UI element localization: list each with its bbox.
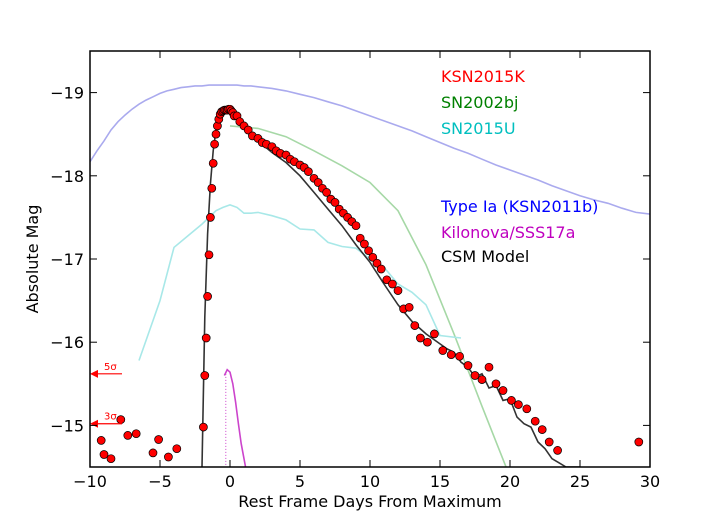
x-tick-label: 10 xyxy=(360,472,380,491)
x-tick-label: 20 xyxy=(500,472,520,491)
data-point xyxy=(388,279,397,289)
data-point xyxy=(470,371,480,380)
y-tick-label: −16 xyxy=(50,333,84,352)
data-point xyxy=(207,183,217,193)
data-point xyxy=(404,302,414,312)
legend-entry: SN2015U xyxy=(441,119,516,138)
y-tick-label: −17 xyxy=(50,250,84,269)
data-point xyxy=(455,351,464,361)
data-point xyxy=(507,396,516,405)
data-point xyxy=(544,437,554,447)
data-point xyxy=(360,239,369,249)
x-tick-label: −5 xyxy=(148,472,172,491)
data-point xyxy=(131,429,141,439)
data-point xyxy=(416,333,425,343)
x-axis-label: Rest Frame Days From Maximum xyxy=(238,492,501,511)
data-point xyxy=(123,431,133,440)
legend-entry: SN2002bj xyxy=(441,93,518,112)
data-point xyxy=(446,350,456,360)
data-point xyxy=(430,329,439,339)
data-point xyxy=(537,425,547,434)
data-point xyxy=(116,415,126,424)
x-tick-label: 30 xyxy=(640,472,660,491)
data-point xyxy=(208,158,218,168)
data-point xyxy=(484,362,494,372)
upper-limit-arrow-icon xyxy=(90,369,98,378)
data-point xyxy=(553,446,562,455)
data-point xyxy=(243,125,253,135)
data-point xyxy=(438,346,448,355)
data-point xyxy=(201,333,211,343)
data-point xyxy=(423,337,432,347)
x-tick-label: 25 xyxy=(570,472,590,491)
y-tick-label: −19 xyxy=(50,84,84,103)
data-point xyxy=(206,213,215,222)
data-point xyxy=(530,416,540,426)
data-point xyxy=(148,448,158,458)
data-point xyxy=(514,400,523,409)
data-point xyxy=(96,436,106,445)
legend-entry: Kilonova/SSS17a xyxy=(441,223,575,242)
data-point xyxy=(313,178,323,187)
data-point xyxy=(210,139,219,149)
y-axis-label: Absolute Mag xyxy=(23,205,42,314)
data-point xyxy=(330,198,340,207)
x-tick-label: 5 xyxy=(295,472,305,491)
data-point xyxy=(376,264,386,274)
legend-entry: Type Ia (KSN2011b) xyxy=(440,197,598,216)
y-tick-label: −15 xyxy=(50,416,84,435)
data-point xyxy=(106,454,116,464)
legend-entry: CSM Model xyxy=(441,247,529,266)
data-point xyxy=(477,375,487,384)
x-tick-label: 15 xyxy=(430,472,450,491)
data-point xyxy=(364,246,373,256)
data-point xyxy=(351,221,361,231)
data-point xyxy=(463,361,473,370)
data-point xyxy=(99,450,109,459)
data-point xyxy=(304,167,313,176)
data-point xyxy=(498,386,508,395)
data-point xyxy=(410,321,420,330)
data-point xyxy=(368,252,378,262)
x-tick-label: 0 xyxy=(225,472,235,491)
data-point xyxy=(372,258,382,268)
data-point xyxy=(211,129,221,139)
data-point xyxy=(200,371,210,380)
upper-limit-label: 3σ xyxy=(104,412,117,423)
data-point xyxy=(355,233,365,243)
upper-limit-label: 5σ xyxy=(104,362,117,373)
data-point xyxy=(634,437,644,447)
y-tick-label: −18 xyxy=(50,167,84,186)
data-point xyxy=(393,286,403,295)
series-line-kilonova-sss17a xyxy=(223,368,247,467)
data-point xyxy=(172,444,182,454)
data-point xyxy=(154,435,163,444)
data-point xyxy=(164,452,173,462)
data-point xyxy=(199,422,208,432)
data-point xyxy=(522,404,532,414)
legend-entry: KSN2015K xyxy=(441,67,525,86)
x-tick-label: −10 xyxy=(73,472,107,491)
data-point xyxy=(204,250,214,260)
data-point xyxy=(491,379,501,389)
data-point xyxy=(203,292,212,301)
data-point xyxy=(322,188,331,197)
series-line-type-ia-ksn2011b- xyxy=(90,84,650,215)
